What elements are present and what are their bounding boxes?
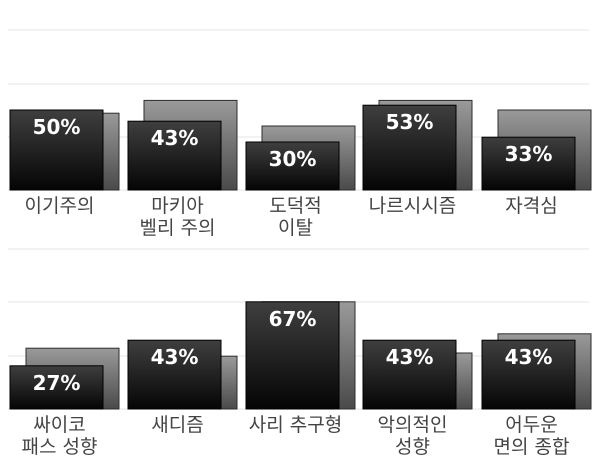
value-label-2-1: 27% <box>33 371 81 395</box>
bar-2-2 <box>127 339 222 410</box>
value-label-2-4: 43% <box>386 345 434 369</box>
bar-2-4 <box>362 339 457 410</box>
category-label-2-3: 사리 추구형 <box>249 414 342 436</box>
value-label-2-2: 43% <box>151 345 199 369</box>
category-label-1-3: 도덕적 이탈 <box>269 195 321 239</box>
bar-2-1 <box>9 365 104 410</box>
value-label-2-5: 43% <box>505 345 553 369</box>
value-label-1-5: 33% <box>505 142 553 166</box>
category-label-1-2: 마키아 벨리 주의 <box>140 195 216 239</box>
value-label-1-2: 43% <box>151 126 199 150</box>
category-label-2-1: 싸이코 패스 성향 <box>22 414 98 458</box>
bar-1-3 <box>245 141 340 191</box>
bar-2-5 <box>481 339 576 410</box>
category-label-2-5: 어두운 면의 종합 <box>494 414 570 458</box>
category-label-2-4: 악의적인 성향 <box>378 414 448 458</box>
bar-1-1 <box>9 109 104 191</box>
category-label-1-1: 이기주의 <box>25 195 95 217</box>
category-label-2-2: 새디즘 <box>151 414 203 436</box>
value-label-1-4: 53% <box>386 110 434 134</box>
category-label-1-5: 자격심 <box>505 195 557 217</box>
bar-1-4 <box>362 104 457 191</box>
bar-1-5 <box>481 136 576 191</box>
value-label-1-1: 50% <box>33 115 81 139</box>
category-label-1-4: 나르시시즘 <box>369 195 456 217</box>
bar-2-3 <box>245 301 340 410</box>
value-label-2-3: 67% <box>269 307 317 331</box>
value-label-1-3: 30% <box>269 147 317 171</box>
bar-1-2 <box>127 120 222 191</box>
